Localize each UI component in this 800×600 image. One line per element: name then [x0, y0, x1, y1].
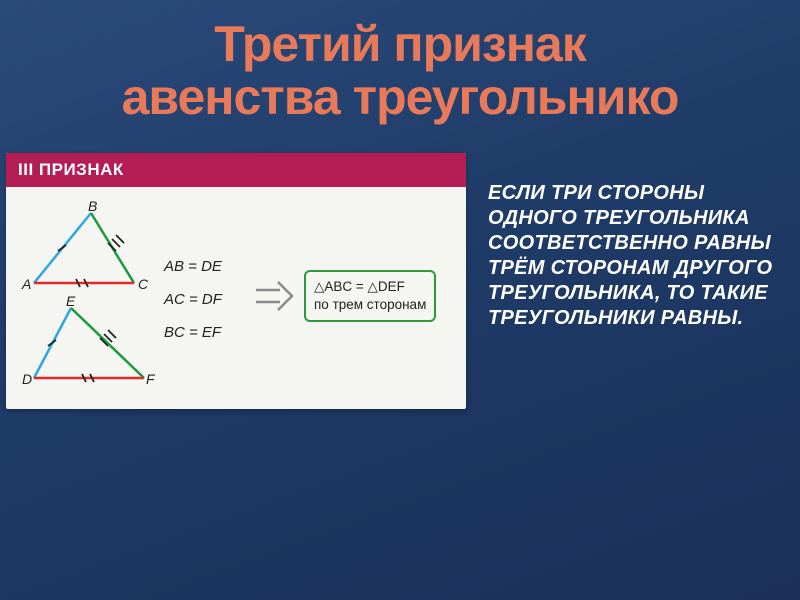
- vertex-f: F: [146, 371, 156, 387]
- theorem-card: III ПРИЗНАК: [6, 153, 466, 409]
- arrow-icon: [252, 276, 296, 316]
- vertex-d: D: [22, 371, 32, 387]
- title-line1: Третий признак: [214, 16, 586, 72]
- equality-3: BC = EF: [164, 316, 244, 349]
- conclusion-box: △ABC = △DEF по трем сторонам: [304, 270, 436, 322]
- vertex-b: B: [88, 201, 97, 214]
- conclusion-line2: по трем сторонам: [314, 296, 426, 314]
- triangles-column: A B C: [16, 201, 156, 391]
- equality-2: AC = DF: [164, 283, 244, 316]
- vertex-e: E: [66, 296, 76, 309]
- card-header: III ПРИЗНАК: [6, 153, 466, 187]
- slide-title: Третий признак авенства треугольнико: [0, 0, 800, 123]
- triangle-def: D E F: [16, 296, 156, 391]
- conclusion-line1: △ABC = △DEF: [314, 278, 426, 296]
- equality-1: AB = DE: [164, 250, 244, 283]
- content-row: III ПРИЗНАК: [0, 153, 800, 409]
- equalities-column: AB = DE AC = DF BC = EF: [164, 244, 244, 349]
- vertex-a: A: [21, 276, 31, 292]
- card-body: A B C: [6, 187, 466, 409]
- implication-arrow: [252, 276, 296, 316]
- vertex-c: C: [138, 276, 149, 292]
- triangle-abc: A B C: [16, 201, 156, 296]
- title-line2: авенства треугольнико: [0, 71, 800, 124]
- theorem-text: ЕСЛИ ТРИ СТОРОНЫ ОДНОГО ТРЕУГОЛЬНИКА СОО…: [466, 153, 782, 331]
